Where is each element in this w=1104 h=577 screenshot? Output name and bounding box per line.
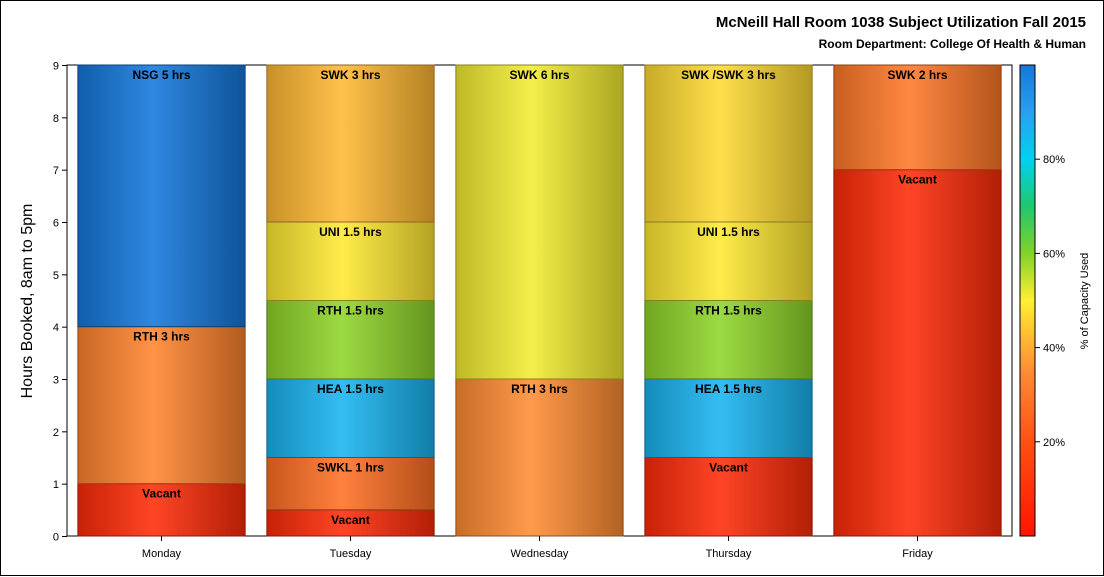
y-tick-label: 7 <box>53 165 59 177</box>
bar-segment-label: Vacant <box>709 461 748 475</box>
y-tick-label: 5 <box>53 270 59 282</box>
bar-segment-label: UNI 1.5 hrs <box>319 225 382 239</box>
bar-segment-label: HEA 1.5 hrs <box>317 382 384 396</box>
colorbar-tick-label: 80% <box>1043 154 1065 166</box>
bar-segment <box>77 483 246 537</box>
bar-segment-label: SWK 6 hrs <box>509 68 569 82</box>
bar-segment-label: Vacant <box>142 487 181 501</box>
bar-segment-label: Vacant <box>331 513 370 527</box>
bar-segment <box>644 378 813 458</box>
bar-segment <box>833 169 1002 537</box>
bar-segment <box>77 326 246 485</box>
colorbar-scale <box>1019 64 1036 537</box>
y-tick-label: 4 <box>53 322 59 334</box>
x-tick-label: Tuesday <box>330 548 372 560</box>
bar-segment-label: SWKL 1 hrs <box>317 461 384 475</box>
y-tick-label: 2 <box>53 427 59 439</box>
bar-segment <box>455 378 624 537</box>
bar-segment-label: RTH 3 hrs <box>133 330 190 344</box>
y-tick-label: 6 <box>53 218 59 230</box>
bar-segment <box>266 300 435 380</box>
bar-segment <box>266 64 435 223</box>
y-axis-label: Hours Booked, 8am to 5pm <box>19 204 36 399</box>
bar-segment-label: Vacant <box>898 173 937 187</box>
bar-segment-label: SWK 3 hrs <box>320 68 380 82</box>
colorbar: 20% 40% 60% 80% <box>1019 64 1065 537</box>
bar-segment <box>77 64 246 328</box>
bar-segment <box>644 300 813 380</box>
colorbar-label: % of Capacity Used <box>1079 253 1091 350</box>
bar-segment <box>644 221 813 301</box>
bar-segment-label: RTH 1.5 hrs <box>695 304 762 318</box>
y-tick-label: 8 <box>53 113 59 125</box>
bar-segment-label: SWK /SWK 3 hrs <box>681 68 776 82</box>
bar-segment <box>833 64 1002 171</box>
colorbar-tick-label: 40% <box>1043 343 1065 355</box>
bar-segment-label: RTH 1.5 hrs <box>317 304 384 318</box>
bar-segment-label: UNI 1.5 hrs <box>697 225 760 239</box>
x-tick-label: Monday <box>142 548 182 560</box>
bar-segment <box>266 509 435 537</box>
bar-segment-label: HEA 1.5 hrs <box>695 382 762 396</box>
plot-area: 0 1 2 3 4 5 6 7 8 9 Vacant RTH 3 hrs NSG 5 hrs Monday… <box>53 61 1013 560</box>
colorbar-tick-label: 60% <box>1043 248 1065 260</box>
bar-segment <box>266 457 435 511</box>
y-tick-label: 1 <box>53 479 59 491</box>
chart-title: McNeill Hall Room 1038 Subject Utilizati… <box>716 14 1086 31</box>
x-tick-label: Thursday <box>706 548 752 560</box>
y-tick-label: 9 <box>53 61 59 73</box>
y-tick-label: 3 <box>53 375 59 387</box>
bar-segment <box>644 457 813 537</box>
bar-segment-label: NSG 5 hrs <box>132 68 190 82</box>
bar-segment-label: RTH 3 hrs <box>511 382 568 396</box>
bar-segment <box>455 64 624 380</box>
y-tick-label: 0 <box>53 532 59 544</box>
bar-segment-label: SWK 2 hrs <box>887 68 947 82</box>
x-tick-label: Friday <box>902 548 933 560</box>
chart-subtitle: Room Department: College Of Health & Hum… <box>819 37 1086 51</box>
bar-segment <box>266 378 435 458</box>
x-tick-label: Wednesday <box>511 548 569 560</box>
bar-segment <box>644 64 813 223</box>
colorbar-tick-label: 20% <box>1043 437 1065 449</box>
